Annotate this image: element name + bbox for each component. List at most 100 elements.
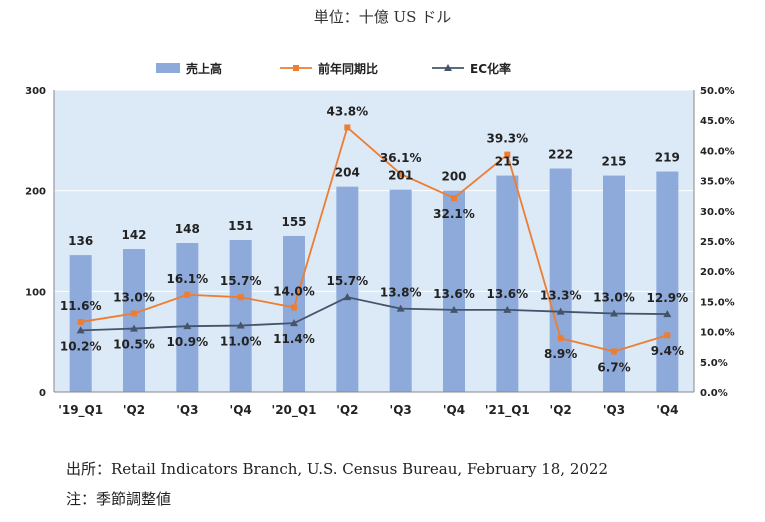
bar <box>496 175 519 392</box>
bar-value-label: 215 <box>495 155 520 169</box>
y-right-tick-label: 45.0% <box>700 116 735 127</box>
x-tick-label: 'Q4 <box>443 403 465 417</box>
ec-value-label: 12.9% <box>647 291 689 305</box>
source-note: 出所：Retail Indicators Branch, U.S. Census… <box>66 460 608 478</box>
bar-value-label: 215 <box>601 155 626 169</box>
bar <box>123 249 145 392</box>
y-left-tick-label: 300 <box>25 86 46 97</box>
x-tick-label: 'Q2 <box>123 403 145 417</box>
y-right-tick-label: 15.0% <box>700 297 735 308</box>
data-point <box>396 304 405 312</box>
legend-growth-marker <box>293 65 299 71</box>
growth-value-label: 32.1% <box>433 207 475 221</box>
y-right-tick-label: 50.0% <box>700 86 735 97</box>
data-point <box>450 305 458 313</box>
plot-area <box>54 90 694 392</box>
data-point <box>291 304 297 311</box>
ec-value-label: 10.2% <box>60 339 102 353</box>
legend-bar-swatch <box>156 63 180 73</box>
legend-label-sales: 売上高 <box>186 61 222 76</box>
growth-value-label: 11.6% <box>60 299 102 313</box>
data-point <box>504 151 511 158</box>
y-right-tick-label: 0.0% <box>700 388 728 399</box>
bar <box>283 235 305 392</box>
ec-value-label: 13.0% <box>593 290 635 304</box>
bar <box>656 171 679 392</box>
y-right-tick-label: 10.0% <box>700 328 735 339</box>
data-point <box>131 310 137 317</box>
bar-value-label: 201 <box>388 169 413 183</box>
x-tick-label: 'Q3 <box>176 403 198 417</box>
growth-value-label: 13.0% <box>113 290 155 304</box>
growth-value-label: 6.7% <box>597 361 630 375</box>
ec-value-label: 11.4% <box>273 332 315 346</box>
bar-value-label: 136 <box>68 234 93 248</box>
y-right-tick-label: 35.0% <box>700 177 735 188</box>
bar-value-label: 204 <box>335 166 360 180</box>
y-left-tick-label: 0 <box>39 388 46 399</box>
bar <box>443 190 465 392</box>
data-point <box>343 293 352 301</box>
bar-value-label: 151 <box>228 219 253 233</box>
x-tick-label: 'Q2 <box>550 403 572 417</box>
bar-value-label: 155 <box>281 215 306 229</box>
data-point <box>236 321 245 329</box>
data-point <box>290 319 298 327</box>
x-tick-label: 'Q3 <box>603 403 625 417</box>
y-right-tick-label: 25.0% <box>700 237 735 248</box>
growth-value-label: 16.1% <box>167 272 209 286</box>
series-line <box>80 296 668 332</box>
data-point <box>611 348 617 355</box>
growth-value-label: 43.8% <box>327 104 369 118</box>
bar <box>389 189 412 392</box>
data-point <box>77 318 84 325</box>
bar-value-label: 142 <box>121 228 146 242</box>
y-right-tick-label: 40.0% <box>700 146 735 157</box>
series-line <box>80 125 668 353</box>
combo-chart: 0 100 200 300 0.0% 5.0% 10.0% 15.0% 20.0% 25.0% 30… <box>25 61 735 418</box>
growth-value-label: 15.7% <box>220 274 262 288</box>
ec-value-label: 13.6% <box>487 287 529 301</box>
x-tick-label: 'Q4 <box>656 403 678 417</box>
data-point <box>663 310 672 318</box>
data-point <box>130 324 138 332</box>
x-tick-label: '20_Q1 <box>272 403 317 418</box>
bar-value-label: 200 <box>441 170 466 184</box>
data-point <box>556 307 565 315</box>
bar-value-label: 219 <box>655 151 680 165</box>
data-point <box>76 326 85 334</box>
data-point <box>451 195 457 202</box>
data-point <box>557 335 564 342</box>
data-point <box>664 332 671 339</box>
y-left-tick-label: 200 <box>25 187 46 198</box>
y-right-tick-label: 30.0% <box>700 207 735 218</box>
ec-value-label: 13.6% <box>433 287 475 301</box>
data-point <box>610 309 618 317</box>
bar-value-label: 222 <box>548 148 573 162</box>
data-point <box>397 170 404 177</box>
bar <box>549 168 572 392</box>
bar <box>603 175 625 392</box>
legend-label-growth: 前年同期比 <box>318 61 378 76</box>
y-left-tick-label: 100 <box>25 287 46 298</box>
bar <box>229 239 252 392</box>
x-tick-label: '21_Q1 <box>485 403 530 418</box>
data-point <box>237 294 244 301</box>
data-point <box>184 291 191 298</box>
growth-value-label: 8.9% <box>544 347 577 361</box>
growth-value-label: 36.1% <box>380 151 422 165</box>
ec-value-label: 15.7% <box>327 274 369 288</box>
growth-value-label: 9.4% <box>651 344 684 358</box>
bar <box>336 186 359 392</box>
growth-value-label: 14.0% <box>273 284 315 298</box>
legend-label-ec: EC化率 <box>470 61 511 76</box>
legend-ec-marker <box>444 64 452 71</box>
data-point <box>503 305 512 313</box>
y-right-tick-label: 5.0% <box>700 358 728 369</box>
bar <box>176 243 199 392</box>
data-point <box>344 124 351 131</box>
ec-value-label: 10.5% <box>113 338 155 352</box>
x-tick-label: '19_Q1 <box>58 403 103 418</box>
footnote: 注：季節調整値 <box>66 490 172 508</box>
x-tick-label: 'Q4 <box>230 403 252 417</box>
